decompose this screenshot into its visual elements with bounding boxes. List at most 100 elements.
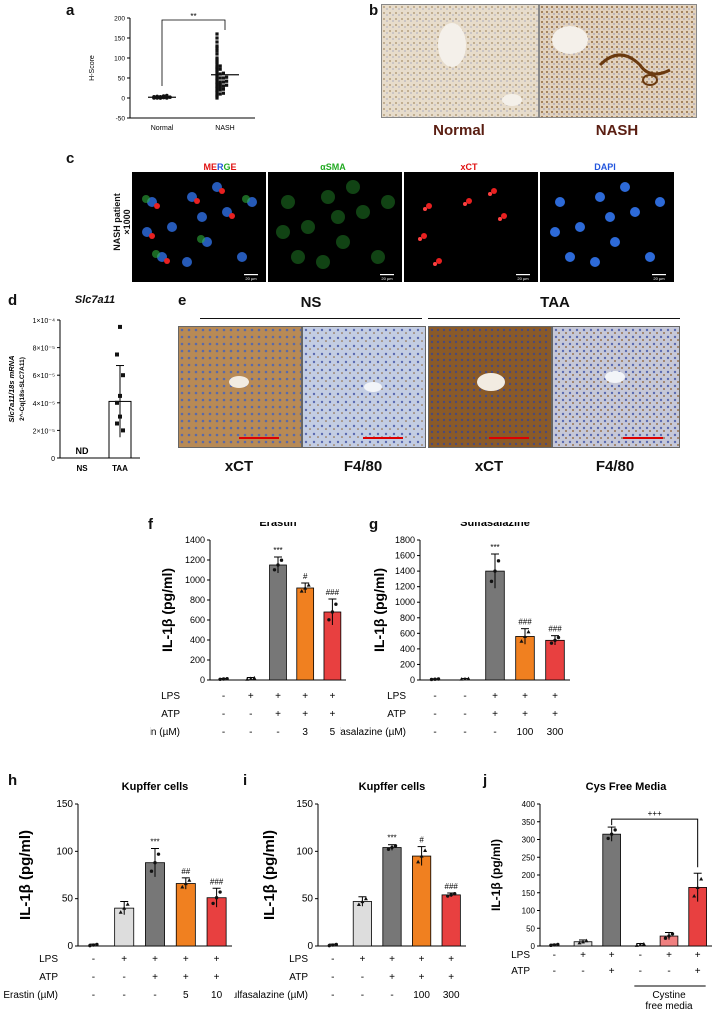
g-significance-mark: ###: [548, 625, 562, 634]
d-point: [121, 373, 125, 378]
merge-asma-spot: [197, 235, 205, 243]
j-ytick-label: 200: [522, 871, 536, 880]
xct-signal: [426, 203, 432, 209]
asma-signal: [321, 190, 335, 204]
f-row-cell: 5: [330, 727, 336, 738]
j-row-cell: -: [581, 966, 584, 977]
dapi-nucleus: [595, 192, 605, 202]
asma-signal: [281, 195, 295, 209]
h-row-cell: +: [183, 972, 189, 983]
a-point-nash: [218, 86, 222, 90]
xct-signal: [463, 202, 467, 206]
h-row-cell: +: [183, 954, 189, 965]
h-row-cell: -: [123, 990, 126, 1001]
g-point: [519, 639, 524, 643]
a-point-nash: [215, 62, 219, 66]
g-point: [459, 677, 464, 681]
d-y-axis-sublabel: 2^-Cq(18s-SLC7A11): [18, 357, 26, 421]
d-ytick-label: 8×10⁻⁵: [33, 346, 55, 353]
j-point: [577, 940, 582, 945]
f-row-label: ATP: [161, 709, 180, 720]
f-title: Erastin: [259, 522, 297, 529]
asma-signal: [291, 250, 305, 264]
g-ytick-label: 1200: [395, 582, 415, 592]
a-point-nash: [215, 52, 219, 56]
g-ytick-label: 1400: [395, 566, 415, 576]
j-row-cell: +: [666, 950, 672, 961]
a-point-nash: [218, 80, 222, 84]
j-row-cell: +: [609, 950, 615, 961]
j-point: [613, 828, 617, 832]
g-ytick-label: 1000: [395, 597, 415, 607]
d-category-label: TAA: [112, 464, 128, 473]
f-ytick-label: 400: [190, 635, 205, 645]
j-title: Cys Free Media: [586, 781, 668, 793]
panel-letter-b: b: [369, 2, 379, 19]
i-row-cell: -: [361, 972, 364, 983]
chart-a: -50 0 50 100 150 200 H-Score Normal NASH **: [89, 12, 255, 132]
a-point-nash: [215, 56, 219, 60]
h-row-cell: +: [152, 954, 158, 965]
h-point: [125, 902, 130, 906]
xct-signal: [466, 198, 472, 204]
i-point: [449, 893, 453, 897]
micrograph-taa-f480: [552, 326, 680, 448]
h-point: [88, 943, 92, 948]
g-point: [493, 569, 497, 573]
d-point: [118, 324, 122, 329]
f-ytick-label: 1400: [185, 535, 205, 545]
caption-normal: Normal: [433, 122, 485, 139]
a-point-nash: [215, 68, 219, 72]
i-bar: [412, 855, 432, 947]
j-ytick-label: 400: [522, 800, 536, 809]
merge-letter-e2: E: [230, 162, 237, 172]
g-row-label: ATP: [387, 709, 406, 720]
h-point: [153, 860, 157, 865]
chart-d-title: Slc7a11: [74, 294, 116, 306]
dapi-nucleus: [655, 197, 665, 207]
asma-signal: [346, 180, 360, 194]
d-ytick-label: 1×10⁻⁴: [33, 318, 55, 325]
f-row-cell: +: [302, 691, 308, 702]
dapi-nucleus: [555, 197, 565, 207]
d-point: [115, 352, 119, 357]
g-point: [526, 629, 531, 634]
j-point: [641, 941, 646, 946]
a-ytick-label: 200: [114, 16, 125, 23]
j-bar: [602, 833, 621, 947]
a-point-nash: [221, 71, 225, 75]
a-significance-label: **: [190, 12, 196, 21]
i-point: [360, 899, 365, 904]
i-row-cell: -: [331, 972, 334, 983]
f-row-label: LPS: [161, 691, 180, 702]
h-ytick-label: 100: [56, 846, 73, 857]
f-row-cell: +: [275, 709, 281, 720]
f-ytick-label: 0: [200, 675, 205, 685]
scale-bar: [244, 274, 258, 276]
caption-nash: NASH: [595, 122, 639, 139]
j-point: [549, 943, 553, 948]
merge-xct-spot: [149, 233, 155, 239]
j-point: [667, 934, 671, 938]
j-bracket: [611, 818, 699, 868]
merge-asma-spot: [152, 250, 160, 258]
j-row-cell: -: [639, 966, 642, 977]
dapi-nucleus: [610, 237, 620, 247]
g-row-cell: +: [492, 691, 498, 702]
j-point: [606, 836, 610, 841]
h-y-axis-label: IL-1β (pg/ml): [17, 830, 34, 920]
row-label-c: NASH patient ×1000: [112, 172, 132, 272]
j-point: [695, 885, 700, 890]
h-significance-mark: ***: [150, 837, 159, 846]
f-row-cell: +: [302, 709, 308, 720]
g-point: [433, 677, 437, 681]
asma-signal: [371, 250, 385, 264]
i-point: [386, 847, 391, 851]
asma-signal: [356, 205, 370, 219]
j-point: [699, 876, 704, 881]
dapi-nucleus: [645, 252, 655, 262]
i-point: [356, 902, 361, 906]
g-row-cell: 300: [547, 727, 564, 738]
xct-signal: [501, 213, 507, 219]
j-row-cell: +: [580, 950, 586, 961]
